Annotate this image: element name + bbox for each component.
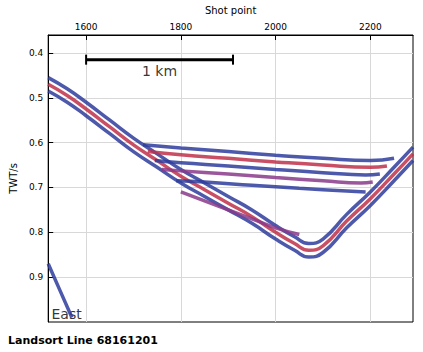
svg-text:0.7: 0.7 [29, 182, 43, 192]
svg-text:2000: 2000 [264, 22, 287, 32]
svg-text:TWT/s: TWT/s [8, 163, 19, 195]
svg-text:1600: 1600 [75, 22, 98, 32]
svg-text:0.4: 0.4 [29, 48, 44, 58]
svg-text:2200: 2200 [359, 22, 382, 32]
svg-text:East: East [51, 305, 82, 322]
svg-text:0.6: 0.6 [29, 138, 44, 148]
svg-text:Landsort Line 68161201: Landsort Line 68161201 [8, 334, 158, 347]
svg-text:0.5: 0.5 [29, 93, 43, 103]
svg-text:1 km: 1 km [142, 63, 177, 79]
svg-text:0.8: 0.8 [29, 227, 44, 237]
svg-text:0.9: 0.9 [29, 272, 44, 282]
svg-text:Shot point: Shot point [205, 5, 256, 16]
svg-text:1800: 1800 [169, 22, 192, 32]
